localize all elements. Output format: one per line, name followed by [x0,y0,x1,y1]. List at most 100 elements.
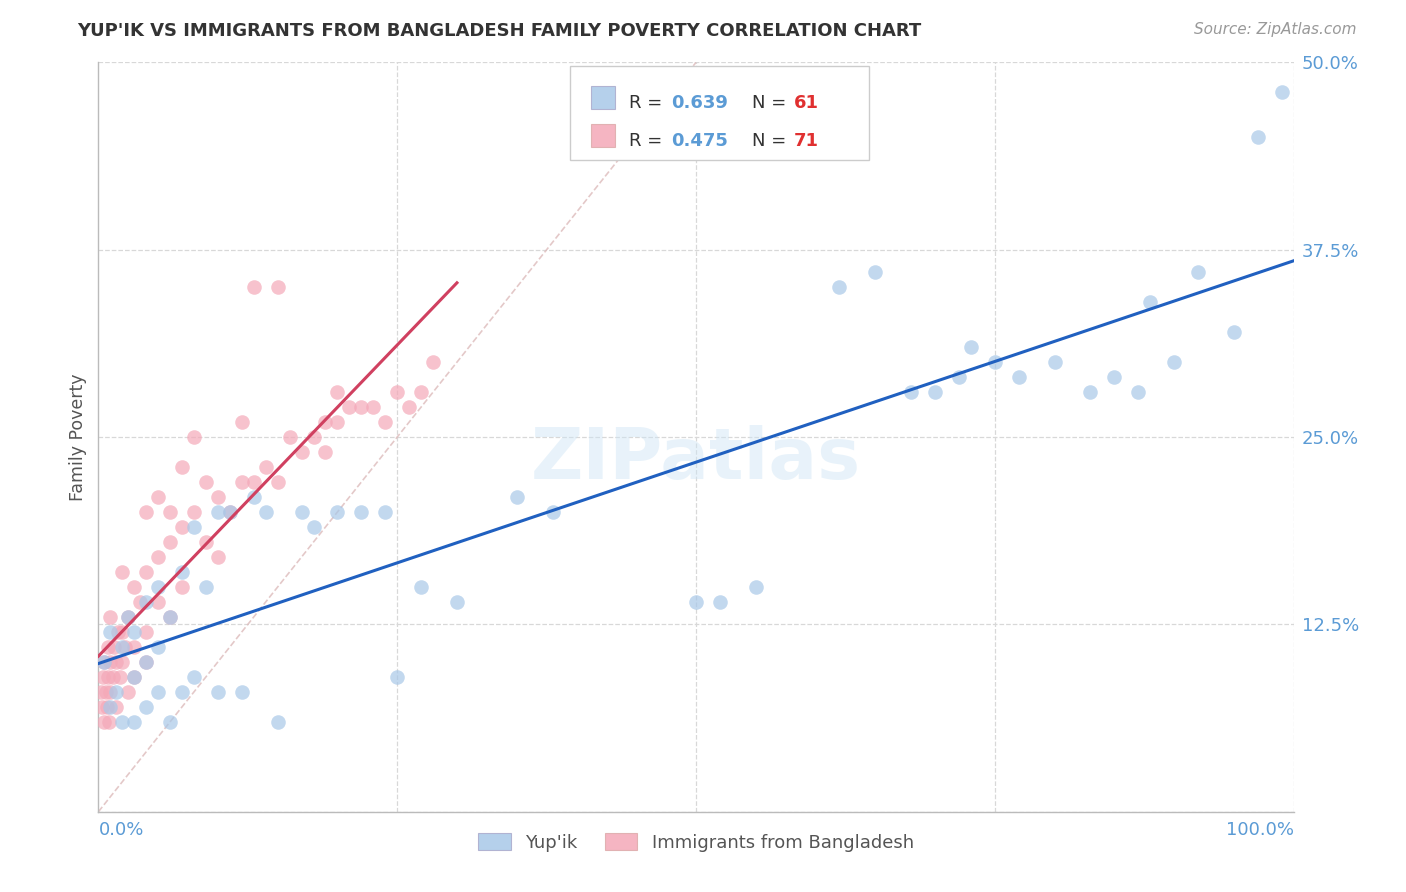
Point [291,505,314,519]
Point [159,610,181,624]
Text: N =: N = [752,94,792,112]
FancyBboxPatch shape [571,66,869,160]
Point [124,640,146,654]
Point [93,655,115,669]
Point [828,280,851,294]
Point [97,640,120,654]
Point [101,670,124,684]
Point [339,400,361,414]
Point [374,505,396,519]
Point [97,670,120,684]
Point [98,699,122,714]
Y-axis label: Family Poverty: Family Poverty [69,374,87,500]
Point [1139,295,1161,310]
Point [231,415,253,429]
Text: YUP'IK VS IMMIGRANTS FROM BANGLADESH FAMILY POVERTY CORRELATION CHART: YUP'IK VS IMMIGRANTS FROM BANGLADESH FAM… [77,22,921,40]
Point [98,685,122,699]
Point [159,610,181,624]
Point [105,685,128,699]
Point [117,685,139,699]
Point [709,595,731,609]
Point [135,565,157,579]
Point [326,505,349,519]
Point [135,699,157,714]
Point [1247,130,1270,145]
Point [984,355,1007,369]
Point [135,624,157,639]
Point [541,505,564,519]
Point [267,280,290,294]
Point [254,505,277,519]
Point [411,580,433,594]
Point [117,610,139,624]
Point [111,624,134,639]
Point [93,714,115,729]
Point [219,505,242,519]
Point [350,505,373,519]
Point [159,714,181,729]
Point [148,580,170,594]
Point [1104,370,1126,384]
Point [745,580,768,594]
Text: 0.475: 0.475 [671,132,728,150]
Point [411,385,433,400]
Point [148,640,170,654]
Point [948,370,970,384]
Text: N =: N = [752,132,792,150]
Point [183,505,205,519]
Point [195,580,218,594]
Point [315,415,337,429]
Point [129,595,152,609]
Point [98,610,122,624]
Point [105,699,128,714]
Text: R =: R = [628,132,668,150]
Point [1080,385,1102,400]
Point [924,385,946,400]
Point [108,670,131,684]
Point [1163,355,1185,369]
Point [111,640,134,654]
Point [900,385,922,400]
Point [117,610,139,624]
Point [172,520,194,534]
Point [291,445,314,459]
Point [96,699,118,714]
Point [219,505,242,519]
Point [124,714,146,729]
Point [1223,325,1246,339]
Point [1128,385,1150,400]
Point [98,624,122,639]
Text: 100.0%: 100.0% [1226,822,1294,839]
Point [93,655,115,669]
Point [114,640,136,654]
Text: 0.0%: 0.0% [98,822,143,839]
Point [148,595,170,609]
Point [124,624,146,639]
Point [254,460,277,475]
Point [195,475,218,489]
Text: ZIPatlas: ZIPatlas [531,425,860,494]
Point [135,595,157,609]
Point [98,714,121,729]
Point [302,520,325,534]
FancyBboxPatch shape [591,87,614,109]
Point [148,549,170,564]
Point [350,400,373,414]
Point [111,565,134,579]
Point [183,520,205,534]
Point [302,430,325,444]
Point [124,670,146,684]
Point [231,475,253,489]
Point [111,655,134,669]
Point [183,430,205,444]
Point [91,670,114,684]
Point [243,490,266,504]
Point [135,505,157,519]
FancyBboxPatch shape [591,124,614,146]
Point [124,670,146,684]
Point [172,580,194,594]
Point [172,460,194,475]
Point [1043,355,1066,369]
Point [107,624,129,639]
Point [422,355,444,369]
